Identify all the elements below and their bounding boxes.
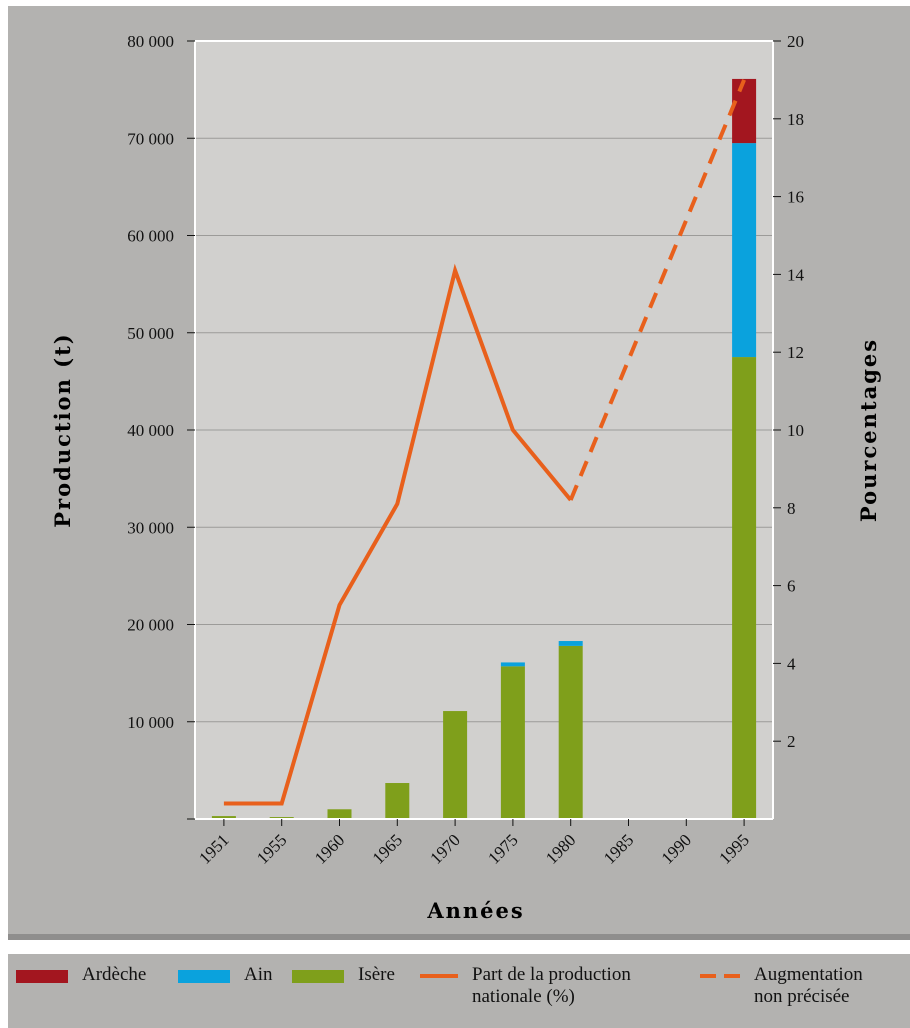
y2-tick-label: 14 <box>787 265 805 284</box>
bar-isère <box>443 711 468 819</box>
bar-isère <box>385 783 410 819</box>
bar-ain <box>732 143 757 358</box>
dashed-line-augmentation <box>568 79 746 501</box>
legend-solid-line <box>420 974 458 978</box>
x-tick-label: 1985 <box>600 830 637 867</box>
legend-item-isere: Isère <box>292 964 395 986</box>
bar-ain <box>500 662 525 667</box>
legend-label-part-line1: Part de la production <box>472 964 631 985</box>
bar-isère <box>211 816 236 819</box>
x-axis-title: Années <box>426 898 524 923</box>
chart-frame: 10 000 20 000 30 000 40 000 50 000 60 000 70 0… <box>8 6 910 940</box>
x-tick-label: 1980 <box>542 830 579 867</box>
y-tick-label: 80 000 <box>127 32 174 51</box>
legend-label-part-production: Part de la production nationale (%) <box>472 964 631 1008</box>
y2-tick-label: 8 <box>787 499 796 518</box>
x-tick-label: 1951 <box>195 830 232 867</box>
bar-isère <box>500 666 525 819</box>
legend-item-ain: Ain <box>178 964 273 986</box>
legend-label-augmentation: Augmentation non précisée <box>754 964 863 1008</box>
x-axis-ticks: 1951 1955 1960 1965 1970 1975 1980 1985 1990 1995 <box>195 819 753 868</box>
bar-isère <box>327 809 352 819</box>
y-tick-label: 20 000 <box>127 616 174 635</box>
x-tick-label: 1955 <box>253 830 290 867</box>
y-tick-label: 50 000 <box>127 324 174 343</box>
y2-axis-title: Pourcentages <box>856 338 881 522</box>
legend-label-augm-line1: Augmentation <box>754 964 863 985</box>
bar-ardèche <box>732 78 757 144</box>
line-part-production <box>223 263 573 806</box>
y-axis-title: Production (t) <box>50 332 75 527</box>
bar-isère <box>732 357 757 819</box>
y2-tick-label: 2 <box>787 732 796 751</box>
x-tick-label: 1965 <box>369 830 406 867</box>
legend-swatch-ain <box>178 970 230 983</box>
y2-tick-label: 4 <box>787 654 796 673</box>
y2-tick-label: 12 <box>787 343 804 362</box>
bars <box>211 78 757 819</box>
right-axis-ticks: 2 4 6 8 10 12 14 16 18 20 <box>773 32 805 751</box>
legend-item-ardeche: Ardèche <box>16 964 146 986</box>
y-tick-label: 70 000 <box>127 129 174 148</box>
x-tick-label: 1970 <box>426 830 463 867</box>
x-tick-label: 1975 <box>484 830 521 867</box>
y-tick-label: 40 000 <box>127 421 174 440</box>
x-tick-label: 1990 <box>658 830 695 867</box>
legend-label-isere: Isère <box>358 964 395 985</box>
legend-label-ain: Ain <box>244 964 273 985</box>
legend-label-augm-line2: non précisée <box>754 986 850 1007</box>
bar-isère <box>558 645 583 819</box>
y2-tick-label: 16 <box>787 188 804 207</box>
x-tick-label: 1960 <box>311 830 348 867</box>
left-axis-ticks: 10 000 20 000 30 000 40 000 50 000 60 000 70 0… <box>127 32 195 820</box>
legend-swatch-isere <box>292 970 344 983</box>
legend-dashed-line <box>700 974 740 978</box>
legend-swatch-ardeche <box>16 970 68 983</box>
y-tick-label: 60 000 <box>127 227 174 246</box>
y2-tick-label: 18 <box>787 110 804 129</box>
y2-tick-label: 6 <box>787 577 796 596</box>
legend-label-ardeche: Ardèche <box>82 964 147 985</box>
y-tick-label: 10 000 <box>127 713 174 732</box>
bar-ain <box>558 641 583 646</box>
legend: Ardèche Ain Isère Part de la production … <box>8 954 910 1028</box>
production-chart: 10 000 20 000 30 000 40 000 50 000 60 000 70 0… <box>50 32 881 923</box>
percentage-lines <box>223 79 746 806</box>
x-tick-label: 1995 <box>715 830 752 867</box>
legend-item-augmentation: Augmentation non précisée <box>700 964 863 1008</box>
legend-label-part-line2: nationale (%) <box>472 986 575 1007</box>
legend-item-part-production: Part de la production nationale (%) <box>420 964 631 1008</box>
y2-tick-label: 10 <box>787 421 804 440</box>
y-tick-label: 30 000 <box>127 518 174 537</box>
y2-tick-label: 20 <box>787 32 804 51</box>
